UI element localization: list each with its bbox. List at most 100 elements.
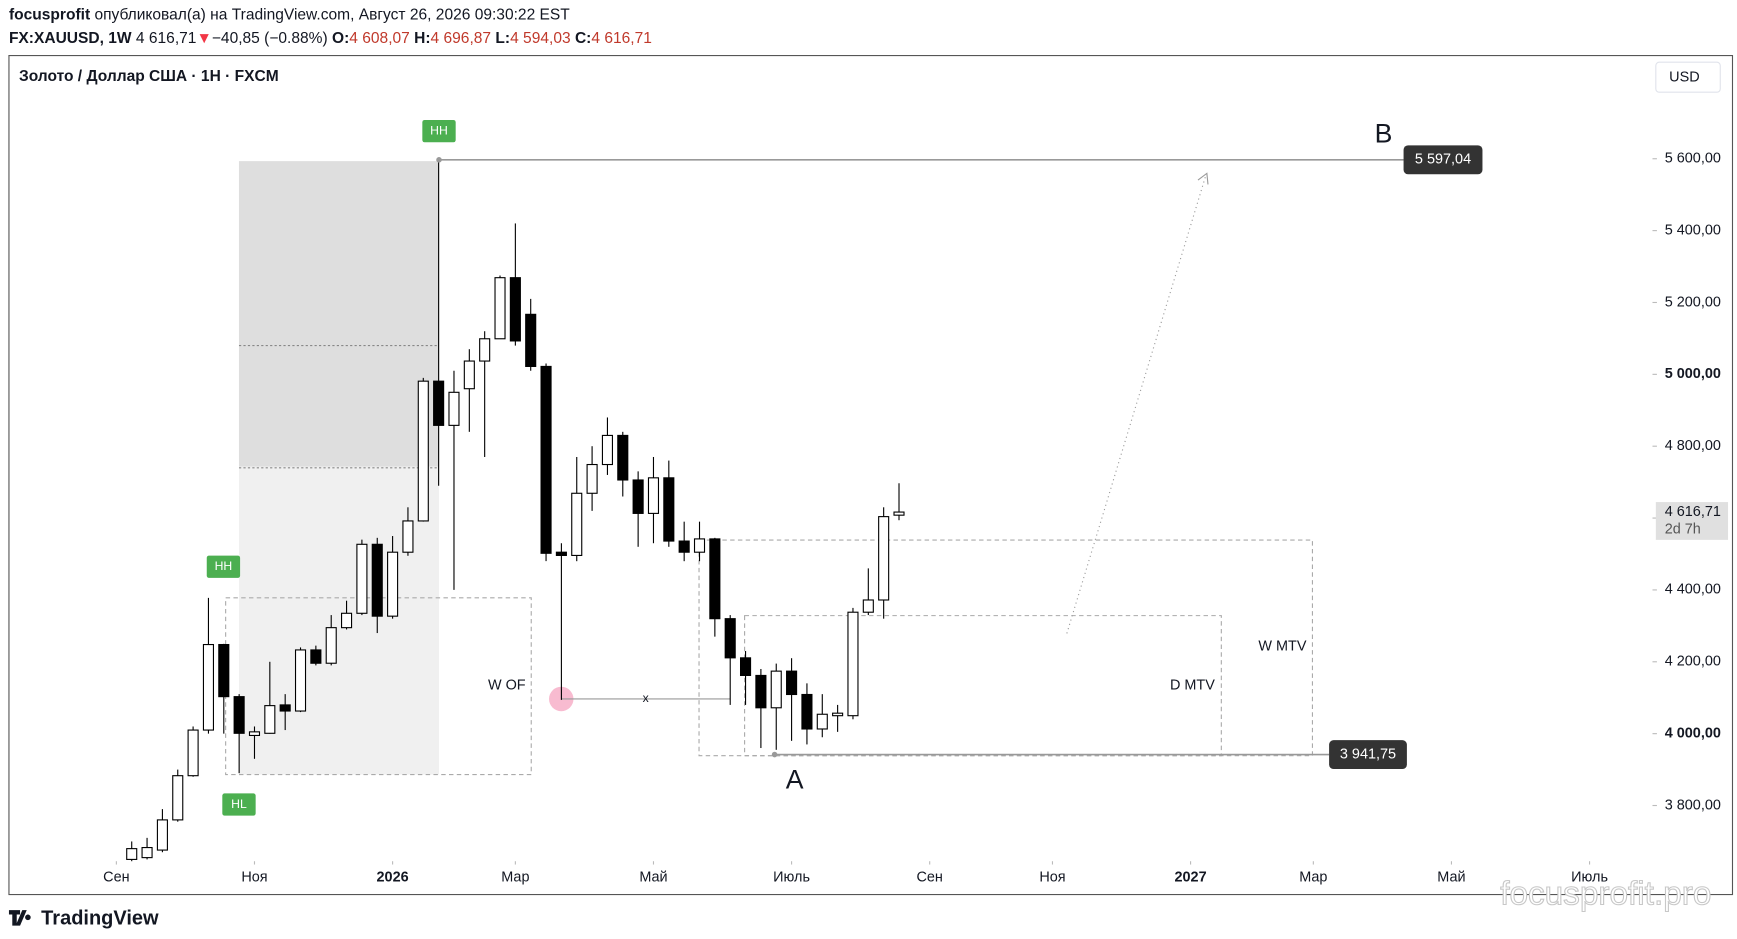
header-line-2: FX:XAUUSD, 1W 4 616,71 ▼−40,85 (−0.88%) O…: [9, 30, 652, 47]
x-tick-label: 2027: [1175, 870, 1207, 886]
level-label: 5 597,04: [1415, 152, 1471, 168]
candle-body: [724, 618, 736, 659]
badge-hl: HL: [231, 797, 247, 811]
x-tick-label: Ноя: [241, 870, 267, 886]
current-price: 4 616,71: [1665, 504, 1721, 520]
level-point: [436, 157, 442, 163]
candle-body: [294, 649, 307, 712]
candle-body: [264, 705, 276, 734]
candle-body: [617, 434, 629, 481]
ohlc-key: O:: [332, 30, 349, 47]
badge-hh: HH: [215, 559, 233, 573]
x-tick-label: Июль: [1571, 870, 1608, 886]
ohlc-key: H:: [414, 30, 430, 47]
candle-body: [356, 543, 368, 614]
label-b: B: [1375, 119, 1393, 149]
candle-body: [755, 674, 767, 709]
y-tick-label: 5 000,00: [1665, 366, 1721, 382]
candle-body: [371, 543, 383, 617]
currency[interactable]: USD: [1669, 70, 1699, 86]
candle-body: [218, 643, 230, 698]
candle-body: [402, 520, 414, 553]
candle-body: [555, 551, 567, 556]
candle-body: [494, 277, 506, 340]
watermark: focusprofit.pro: [1500, 875, 1711, 912]
ohlc-value: 4 616,71: [591, 30, 652, 47]
candle-body: [417, 380, 429, 522]
ohlc-key: C:: [575, 30, 591, 47]
badge: [222, 793, 256, 816]
candle-body: [479, 338, 491, 362]
level-point: [771, 751, 778, 758]
x-tick-label: Июль: [773, 870, 810, 886]
d-mtv-box: [744, 615, 1222, 757]
x-tick-label: Сен: [103, 870, 129, 886]
x-tick-label: Мар: [1299, 870, 1327, 886]
candle-body: [202, 643, 215, 731]
candle-body: [862, 599, 874, 613]
candle-body: [187, 729, 199, 777]
chart-title: Золото / Доллар США · 1Н · FXCM: [19, 68, 279, 85]
candle-body: [141, 847, 153, 859]
x-tick-label: Ноя: [1039, 870, 1065, 886]
ohlc-value: 4 594,03: [510, 30, 571, 47]
published: опубликовал(а) на TradingView.com, Авгус…: [94, 7, 570, 24]
badge: [206, 555, 241, 578]
y-tick-label: 4 200,00: [1665, 654, 1721, 670]
current-price-box: [1655, 502, 1729, 540]
currency-button[interactable]: [1655, 61, 1721, 93]
candle-body: [387, 551, 399, 617]
y-tick-label: 4 400,00: [1665, 582, 1721, 598]
candle-body: [663, 477, 675, 542]
candle-body: [847, 611, 859, 717]
label-a: A: [786, 764, 804, 794]
candle-body: [770, 670, 782, 709]
candle-body: [739, 657, 752, 677]
y-tick-label: 4 000,00: [1665, 725, 1721, 741]
y-tick-label: 5 600,00: [1665, 151, 1721, 167]
candle-body: [586, 463, 598, 494]
candle-body: [709, 538, 721, 620]
candle-body: [893, 511, 905, 516]
logo: TradingView: [41, 907, 159, 929]
candle-body: [601, 434, 613, 466]
logo-icon: [8, 910, 31, 926]
candle-body: [279, 704, 291, 712]
y-tick-label: 5 400,00: [1665, 222, 1721, 238]
candle-body: [310, 649, 322, 664]
zone-dark: [238, 161, 440, 467]
candle-body: [878, 516, 890, 601]
label-w-mtv: W MTV: [1258, 639, 1306, 655]
candle-body: [325, 627, 337, 664]
level-box: [1329, 740, 1407, 770]
candle-body: [571, 492, 583, 556]
arrow: ▼: [196, 30, 211, 47]
label-w-of: W OF: [488, 677, 526, 693]
candle-body: [786, 670, 798, 696]
y-tick-label: 5 200,00: [1665, 294, 1721, 310]
ohlc-value: 4 608,07: [349, 30, 410, 47]
plot: 3 800,004 000,004 200,004 400,004 600,00…: [103, 145, 1729, 886]
candle-body: [816, 713, 828, 730]
x-tick-label: 2026: [377, 870, 409, 886]
candle-body: [540, 365, 552, 554]
candle-body: [433, 380, 445, 426]
change: −40,85 (−0.88%): [212, 30, 328, 47]
level-label: 3 941,75: [1340, 746, 1396, 762]
symbol: FX:XAUUSD, 1W: [9, 30, 132, 47]
candle-body: [525, 313, 537, 367]
candle-body: [832, 712, 844, 717]
candle-body: [156, 819, 168, 851]
y-tick-label: 4 800,00: [1665, 438, 1721, 454]
candle-body: [126, 848, 138, 860]
candle-body: [693, 538, 706, 553]
x-tick-label: Сен: [916, 870, 942, 886]
candle-body: [448, 391, 460, 426]
candle-body: [632, 479, 644, 514]
candle-body: [801, 693, 813, 730]
ohlc-key: L:: [495, 30, 510, 47]
badge: [422, 120, 456, 143]
candle-body: [509, 277, 521, 342]
arrow-head: [1197, 172, 1209, 185]
